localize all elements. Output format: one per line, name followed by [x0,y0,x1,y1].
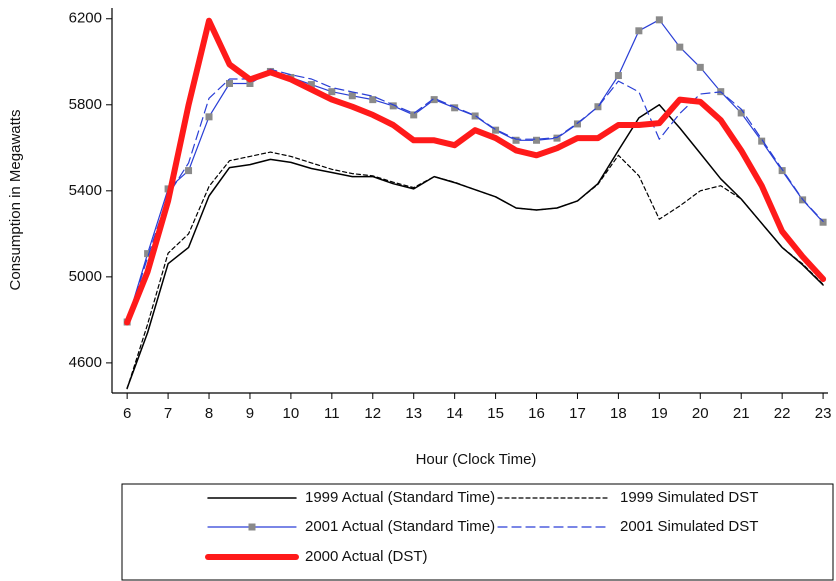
x-tick-label: 13 [405,405,422,422]
series-marker [614,72,622,80]
series-marker [758,137,766,145]
x-tick-label: 19 [651,405,668,422]
legend-box [121,483,834,581]
y-tick-label: 5400 [69,182,102,199]
series-marker [533,136,541,144]
series-marker [205,113,213,121]
series-line [124,17,827,326]
legend-label: 1999 Actual (Standard Time) [305,489,495,506]
x-tick-label: 12 [364,405,381,422]
x-tick-label: 7 [164,405,172,422]
series-marker [512,136,520,144]
y-tick-label: 4600 [69,354,102,371]
x-tick-label: 18 [610,405,627,422]
series-marker [348,92,356,100]
series-marker [369,96,377,104]
legend-label: 2001 Actual (Standard Time) [305,518,495,535]
y-axis-label: Consumption in Megawatts [7,110,24,291]
x-tick-label: 16 [528,405,545,422]
x-tick-label: 6 [123,405,131,422]
x-tick-label: 22 [774,405,791,422]
x-tick-label: 15 [487,405,504,422]
y-tick-label: 5000 [69,268,102,285]
x-tick-label: 8 [205,405,213,422]
x-tick-label: 23 [815,405,832,422]
series-marker [185,167,193,175]
series-marker [492,126,500,134]
series-marker [225,79,233,87]
series-marker [410,111,418,119]
x-tick-label: 9 [246,405,254,422]
series-marker [635,27,643,35]
legend-label: 2000 Actual (DST) [305,548,428,565]
legend-label: 2001 Simulated DST [620,518,758,535]
series-marker [655,16,663,24]
series-line [126,68,824,323]
series-marker [471,112,479,120]
series-marker [573,120,581,128]
x-tick-label: 20 [692,405,709,422]
series-marker [328,88,336,96]
y-tick-label: 5800 [69,96,102,113]
series-marker [594,103,602,111]
series-line [126,104,824,390]
series-marker [737,109,745,117]
x-tick-label: 10 [283,405,300,422]
series-marker [553,134,561,142]
series-marker [696,63,704,71]
series-marker [144,250,152,258]
legend-label: 1999 Simulated DST [620,489,758,506]
series-marker [778,167,786,175]
x-tick-label: 11 [324,405,340,422]
series-marker [819,218,827,226]
series-marker [430,96,438,104]
x-tick-label: 17 [569,405,586,422]
series-marker [246,79,254,87]
x-tick-label: 21 [733,405,750,422]
series-marker [389,102,397,110]
series-marker [676,43,684,51]
series-marker [451,104,459,112]
x-tick-label: 14 [446,405,463,422]
series-marker [307,81,315,89]
x-axis-label: Hour (Clock Time) [416,451,537,468]
legend-marker [248,523,256,531]
y-tick-label: 6200 [69,10,102,27]
series-line [126,151,824,390]
